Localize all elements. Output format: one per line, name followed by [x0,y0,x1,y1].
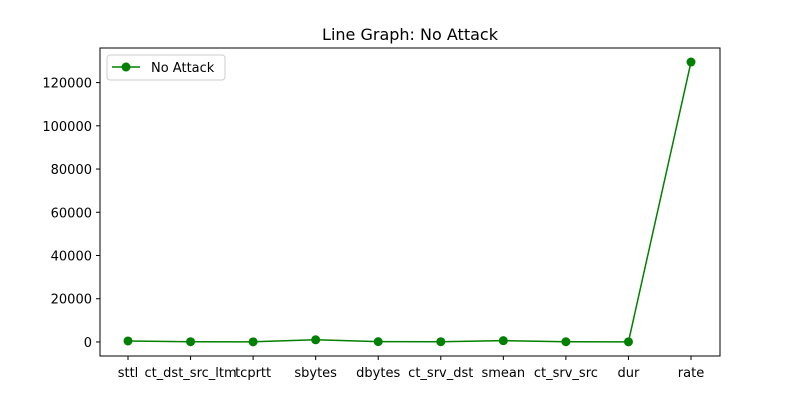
x-tick-label: smean [482,366,526,381]
series-layer [123,57,696,347]
data-point [186,337,196,347]
y-axis: 0 20000 40000 60000 80000 100000 120000 [42,77,100,351]
legend-label: No Attack [151,61,215,76]
legend-box [106,54,226,81]
y-tick-label: 120000 [42,77,92,92]
x-tick-label: ct_dst_src_ltm [144,366,236,381]
data-point [623,337,633,347]
chart-title: Line Graph: No Attack [322,25,499,44]
data-point [248,337,258,347]
data-point [498,336,508,346]
x-tick-label: ct_srv_src [534,366,598,381]
data-point [373,337,383,347]
series-line [127,61,692,343]
x-tick-label: rate [678,366,704,381]
data-point [561,337,571,347]
x-tick-label: dbytes [356,366,400,381]
plot-frame [99,47,721,357]
x-tick-label: sttl [118,366,139,381]
legend: No Attack [106,54,226,81]
x-tick-label: tcprtt [235,366,271,381]
legend-marker [121,62,131,72]
y-tick-label: 80000 [51,163,92,178]
plot-area [100,48,720,356]
x-tick-label: sbytes [294,366,337,381]
y-tick-label: 20000 [51,293,92,308]
y-tick-label: 100000 [42,120,92,135]
data-point [686,57,696,67]
y-tick-label: 0 [84,336,92,351]
y-tick-label: 60000 [51,206,92,221]
y-tick-label: 40000 [51,249,92,264]
data-point [311,335,321,345]
x-tick-label: dur [618,366,640,381]
data-point [123,336,133,346]
x-tick-label: ct_srv_dst [408,366,473,381]
data-point [436,337,446,347]
